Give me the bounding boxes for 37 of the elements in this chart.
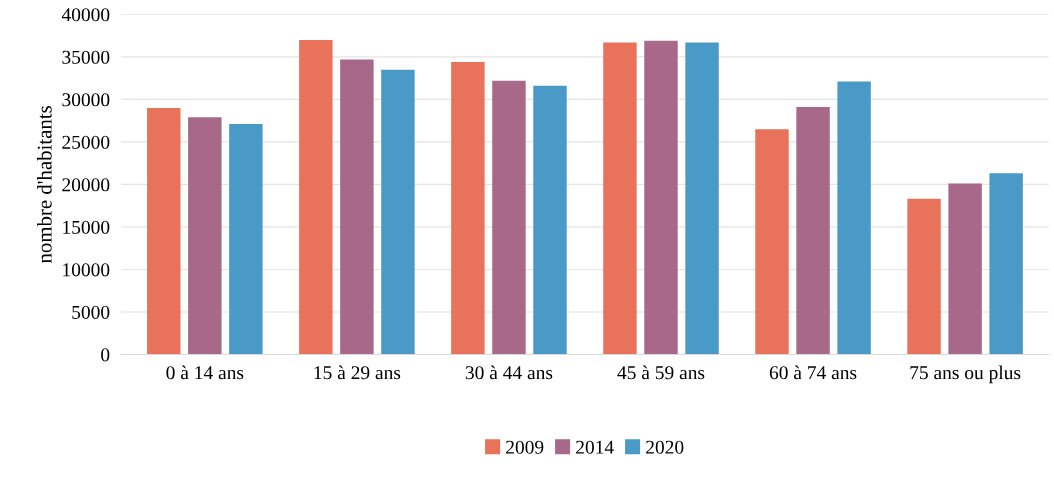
bar <box>907 198 941 355</box>
y-axis-title: nombre d'habitants <box>37 106 52 264</box>
x-tick-label: 30 à 44 ans <box>465 365 553 380</box>
bar <box>340 59 374 355</box>
bar <box>533 85 567 355</box>
legend-label: 2020 <box>646 440 684 454</box>
y-tick-label: 0 <box>101 348 110 362</box>
bar <box>188 117 222 355</box>
legend-label: 2014 <box>576 440 614 454</box>
y-tick-label: 35000 <box>62 50 110 64</box>
y-tick-label: 20000 <box>62 178 110 192</box>
bar <box>147 107 181 355</box>
y-tick-label: 15000 <box>63 220 110 234</box>
x-tick-label: 45 à 59 ans <box>617 365 705 380</box>
bar <box>837 81 871 355</box>
y-tick-label: 10000 <box>63 263 110 277</box>
y-tick-label: 5000 <box>72 305 110 319</box>
y-tick-label: 25000 <box>62 135 110 149</box>
x-tick-label: 60 à 74 ans <box>769 365 857 380</box>
x-tick-label: 75 ans ou plus <box>910 365 1021 384</box>
bar <box>229 124 263 355</box>
bar <box>299 39 333 355</box>
y-tick-label: 30000 <box>62 93 110 107</box>
bar <box>796 107 830 355</box>
bar <box>492 80 526 355</box>
bar <box>603 42 637 355</box>
bar <box>685 42 719 355</box>
x-tick-label: 0 à 14 ans <box>166 365 244 380</box>
bar <box>644 40 678 355</box>
bar <box>755 129 789 355</box>
legend-label: 2009 <box>506 440 544 454</box>
y-tick-label: 40000 <box>61 8 110 22</box>
bar <box>989 173 1023 355</box>
bar <box>381 69 415 355</box>
bar <box>451 61 485 355</box>
x-tick-label: 15 à 29 ans <box>314 365 401 380</box>
bar <box>948 183 982 355</box>
